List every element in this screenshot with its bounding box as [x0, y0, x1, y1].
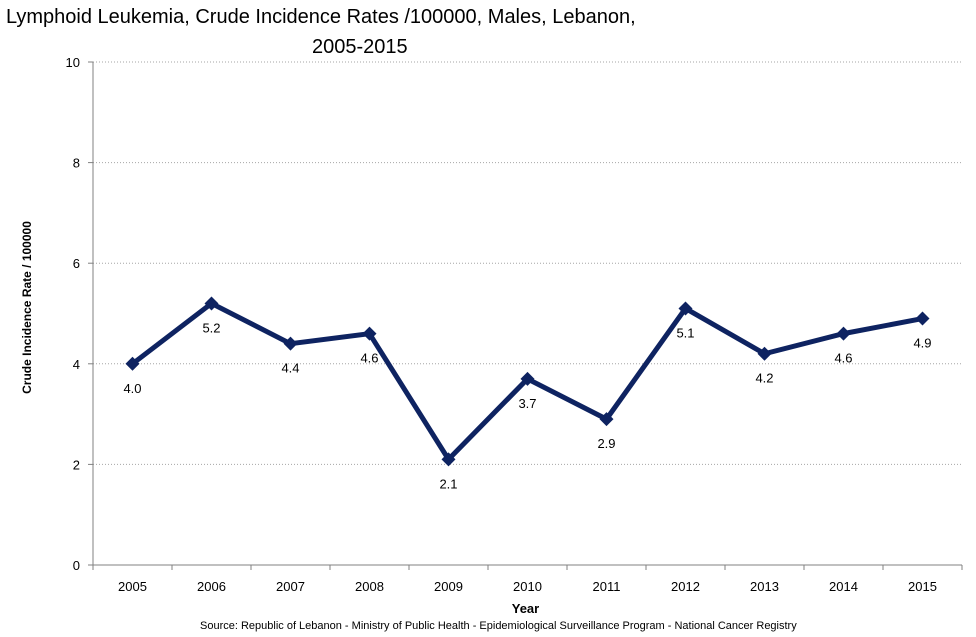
y-tick-label-5: 10 — [66, 55, 80, 70]
x-tick-label-8: 2013 — [750, 579, 779, 594]
chart-title-line-1: Lymphoid Leukemia, Crude Incidence Rates… — [6, 6, 636, 28]
data-label-9: 4.6 — [834, 351, 852, 366]
data-label-2: 4.4 — [281, 361, 299, 376]
y-tick-label-2: 4 — [73, 357, 80, 372]
data-point-marker-0 — [125, 356, 140, 371]
data-label-3: 4.6 — [360, 351, 378, 366]
data-point-marker-10 — [915, 311, 930, 326]
y-tick-label-4: 8 — [73, 156, 80, 171]
data-label-6: 2.9 — [597, 436, 615, 451]
x-tick-label-5: 2010 — [513, 579, 542, 594]
data-label-5: 3.7 — [518, 396, 536, 411]
x-tick-label-0: 2005 — [118, 579, 147, 594]
data-point-marker-6 — [599, 412, 614, 427]
x-tick-label-7: 2012 — [671, 579, 700, 594]
data-point-marker-7 — [678, 301, 693, 316]
data-point-marker-4 — [441, 452, 456, 467]
data-point-marker-3 — [362, 326, 377, 341]
chart-title-line-2: 2005-2015 — [312, 36, 408, 58]
y-tick-label-1: 2 — [73, 457, 80, 472]
data-point-marker-1 — [204, 296, 219, 311]
data-point-marker-9 — [836, 326, 851, 341]
data-point-marker-2 — [283, 336, 298, 351]
data-label-10: 4.9 — [913, 336, 931, 351]
x-tick-label-6: 2011 — [593, 579, 621, 594]
x-tick-label-2: 2007 — [276, 579, 305, 594]
x-tick-label-4: 2009 — [434, 579, 463, 594]
data-point-marker-8 — [757, 346, 772, 361]
x-tick-label-9: 2014 — [829, 579, 858, 594]
data-label-8: 4.2 — [755, 371, 773, 386]
data-label-1: 5.2 — [202, 320, 220, 335]
y-tick-label-0: 0 — [73, 558, 80, 573]
y-axis-title: Crude Incidence Rate / 100000 — [20, 221, 34, 394]
data-point-marker-5 — [520, 371, 535, 386]
data-label-0: 4.0 — [123, 381, 141, 396]
y-tick-label-3: 6 — [73, 256, 80, 271]
x-tick-label-10: 2015 — [908, 579, 937, 594]
source-note: Source: Republic of Lebanon - Ministry o… — [200, 620, 797, 632]
x-axis-title: Year — [512, 601, 539, 616]
data-label-7: 5.1 — [676, 325, 694, 340]
x-tick-label-3: 2008 — [355, 579, 384, 594]
data-label-4: 2.1 — [439, 476, 457, 491]
x-tick-label-1: 2006 — [197, 579, 226, 594]
